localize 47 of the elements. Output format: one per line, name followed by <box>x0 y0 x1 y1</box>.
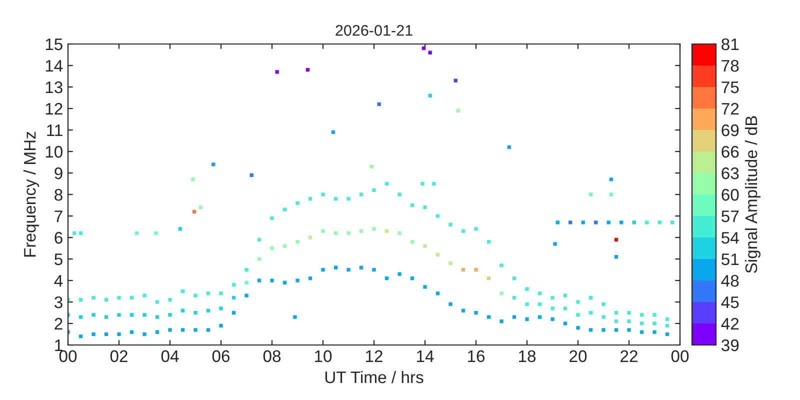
x-tick-label: 16 <box>468 350 485 362</box>
color-bar-label: 39 <box>721 339 739 352</box>
x-tick-label: 00 <box>671 350 689 362</box>
color-bar-label: 66 <box>722 146 739 158</box>
x-tick-label: 06 <box>212 350 230 362</box>
y-tick-label: 11 <box>47 124 62 136</box>
color-bar-label: 75 <box>722 82 739 94</box>
y-tick-label: 13 <box>46 81 62 94</box>
color-bar-label: 60 <box>722 188 739 201</box>
color-bar-label: 57 <box>722 210 739 222</box>
color-bar-label: 54 <box>722 232 739 244</box>
x-tick-label: 22 <box>620 350 638 362</box>
x-tick-label: 08 <box>263 350 281 362</box>
x-tick-label: 02 <box>110 350 128 362</box>
y-tick-label: 7 <box>54 210 62 222</box>
color-bar-title: Signal Amplitude / dB <box>744 116 760 273</box>
color-bar-label: 48 <box>721 274 739 287</box>
y-tick-label: 12 <box>46 102 62 115</box>
y-tick-label: 2 <box>54 318 62 330</box>
x-tick-label: 00 <box>59 350 77 362</box>
y-tick-label: 5 <box>54 254 62 266</box>
y-tick-label: 8 <box>54 188 62 201</box>
y-tick-label: 9 <box>54 167 62 180</box>
color-bar-label: 63 <box>722 167 739 180</box>
color-bar-label: 81 <box>722 38 739 50</box>
x-tick-label: 18 <box>519 350 536 362</box>
y-axis-title: Frequency / MHz <box>24 132 40 257</box>
x-tick-label: 20 <box>570 350 587 362</box>
color-bar-label: 78 <box>722 60 739 72</box>
color-bar-label: 72 <box>722 102 739 115</box>
color-bar-label: 45 <box>721 296 739 308</box>
x-tick-label: 10 <box>315 350 332 362</box>
y-tick-label: 3 <box>54 296 62 308</box>
x-tick-label: 12 <box>366 350 382 362</box>
chart-title: 2026-01-21 <box>336 25 412 36</box>
y-tick-label: 4 <box>54 275 63 287</box>
x-axis-title: UT Time / hrs <box>325 370 424 384</box>
color-bar-label: 51 <box>722 254 739 266</box>
y-tick-label: 1 <box>55 340 62 352</box>
x-tick-label: 14 <box>417 350 434 362</box>
x-tick-label: 04 <box>161 350 179 362</box>
color-bar-label: 42 <box>721 318 739 330</box>
y-tick-label: 14 <box>46 60 63 72</box>
y-tick-label: 6 <box>54 232 62 244</box>
y-tick-label: 15 <box>46 38 62 50</box>
color-bar-label: 69 <box>722 124 739 136</box>
y-tick-label: 10 <box>46 146 62 158</box>
